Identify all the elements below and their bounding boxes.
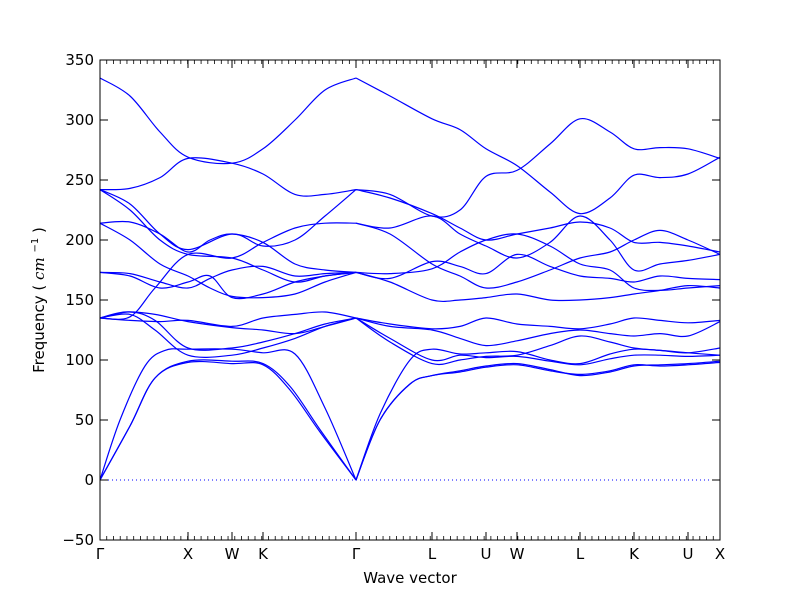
plot-area xyxy=(99,77,721,481)
band-line xyxy=(355,215,721,272)
band-line xyxy=(99,359,357,481)
band-line xyxy=(99,271,357,300)
x-tick-label: U xyxy=(683,545,694,563)
band-line xyxy=(99,222,357,299)
x-tick-label: U xyxy=(481,545,492,563)
band-line xyxy=(99,77,357,165)
band-line xyxy=(99,220,357,273)
band-line xyxy=(99,348,357,481)
band-line xyxy=(99,311,357,328)
band-line xyxy=(99,311,357,335)
band-line xyxy=(355,360,721,481)
x-tick-label: W xyxy=(225,545,240,563)
y-tick-label: 100 xyxy=(65,351,94,369)
y-tick-label: 300 xyxy=(65,111,94,129)
y-tick-label: −50 xyxy=(62,531,94,549)
plot-frame xyxy=(99,59,721,541)
band-line xyxy=(99,313,357,358)
x-tick-label: W xyxy=(510,545,525,563)
y-axis-ticks: −50 0 50 100 150 200 250 300 350 xyxy=(62,51,720,549)
y-axis-label-open: ( xyxy=(30,285,48,291)
y-tick-label: 250 xyxy=(65,171,94,189)
x-tick-label: L xyxy=(576,545,585,563)
x-tick-label: X xyxy=(715,545,725,563)
band-line xyxy=(355,189,721,253)
y-tick-label: 350 xyxy=(65,51,94,69)
y-tick-label: 200 xyxy=(65,231,94,249)
band-line xyxy=(99,189,357,251)
band-line xyxy=(355,77,721,215)
x-tick-label: K xyxy=(258,545,269,563)
band-line xyxy=(355,222,721,289)
x-tick-label: K xyxy=(629,545,640,563)
y-tick-label: 150 xyxy=(65,291,94,309)
band-line xyxy=(355,361,721,481)
y-axis-label-exponent: −1 xyxy=(30,238,41,253)
y-axis-label-close: ) xyxy=(30,227,48,233)
band-line xyxy=(355,317,721,366)
band-line xyxy=(99,360,357,481)
y-axis-label: Frequency ( cm −1 ) xyxy=(24,227,48,373)
y-tick-label: 50 xyxy=(75,411,94,429)
x-tick-label: X xyxy=(183,545,193,563)
x-tick-label: Γ xyxy=(352,545,361,563)
band-line xyxy=(99,265,357,289)
band-line xyxy=(99,189,357,283)
x-tick-label: Γ xyxy=(96,545,105,563)
y-axis-label-text: Frequency xyxy=(30,295,48,373)
band-line xyxy=(355,271,721,303)
band-line xyxy=(99,222,357,320)
band-line xyxy=(355,317,721,347)
band-line xyxy=(355,117,721,218)
band-line xyxy=(355,317,721,366)
y-tick-label: 0 xyxy=(84,471,94,489)
x-tick-label: L xyxy=(428,545,437,563)
band-line xyxy=(355,317,721,330)
y-axis-label-unit: cm xyxy=(30,257,48,280)
band-line xyxy=(355,253,721,283)
x-axis-label: Wave vector xyxy=(363,569,457,587)
